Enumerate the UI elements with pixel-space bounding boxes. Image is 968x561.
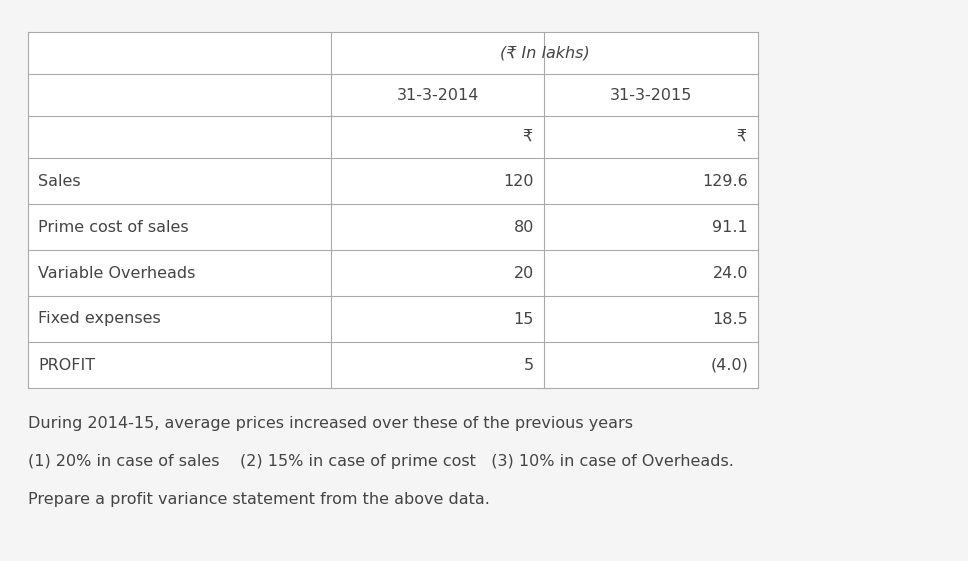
Text: PROFIT: PROFIT (38, 357, 95, 373)
Text: ₹: ₹ (522, 130, 532, 145)
Text: 80: 80 (514, 219, 534, 234)
Text: 24.0: 24.0 (712, 265, 748, 280)
Text: 91.1: 91.1 (712, 219, 748, 234)
Text: 31-3-2014: 31-3-2014 (396, 88, 479, 103)
Text: 120: 120 (503, 173, 534, 188)
Text: 31-3-2015: 31-3-2015 (610, 88, 692, 103)
Text: 129.6: 129.6 (702, 173, 748, 188)
Bar (28, 32, 758, 388)
Text: 20: 20 (514, 265, 534, 280)
Text: Prime cost of sales: Prime cost of sales (38, 219, 189, 234)
Text: (₹ In lakhs): (₹ In lakhs) (499, 45, 590, 61)
Text: During 2014-15, average prices increased over these of the previous years: During 2014-15, average prices increased… (28, 416, 633, 431)
Text: 5: 5 (524, 357, 534, 373)
Text: 15: 15 (514, 311, 534, 327)
Text: Fixed expenses: Fixed expenses (38, 311, 161, 327)
Text: (4.0): (4.0) (711, 357, 748, 373)
Text: (1) 20% in case of sales    (2) 15% in case of prime cost   (3) 10% in case of O: (1) 20% in case of sales (2) 15% in case… (28, 454, 734, 469)
Text: ₹: ₹ (736, 130, 746, 145)
Text: 18.5: 18.5 (712, 311, 748, 327)
Text: Variable Overheads: Variable Overheads (38, 265, 196, 280)
Text: Sales: Sales (38, 173, 80, 188)
Text: Prepare a profit variance statement from the above data.: Prepare a profit variance statement from… (28, 492, 490, 507)
